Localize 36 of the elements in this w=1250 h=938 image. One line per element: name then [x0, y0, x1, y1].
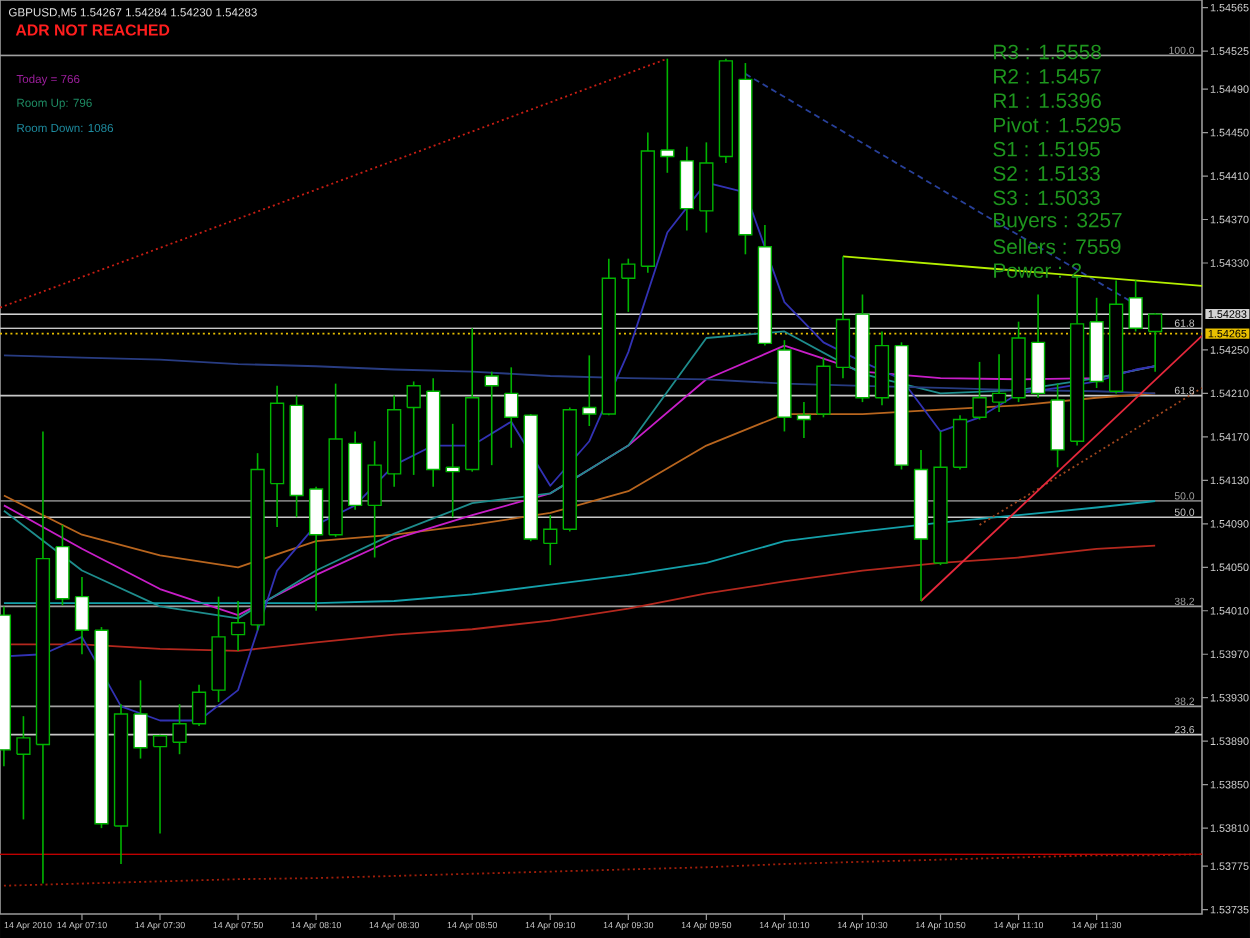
candlestick — [230, 600, 246, 652]
candlestick — [308, 486, 324, 612]
candlestick — [835, 255, 851, 379]
candlestick — [952, 414, 968, 471]
candlestick — [16, 715, 31, 821]
annotation: S2 : 1.5133 — [993, 166, 1100, 181]
candlestick — [172, 703, 187, 756]
annotation: S1 : 1.5195 — [993, 141, 1100, 157]
candlestick — [543, 514, 558, 566]
candlestick — [191, 683, 207, 727]
candlestick — [406, 380, 421, 476]
line-series — [3, 392, 1157, 569]
candlestick — [816, 356, 831, 419]
candlestick — [504, 366, 519, 449]
annotation: R2 : 1.5457 — [994, 68, 1101, 84]
candlestick — [1128, 279, 1143, 333]
candlestick — [796, 401, 812, 439]
candlestick — [679, 145, 694, 232]
candlestick — [582, 354, 597, 427]
annotation: Pivot : 1.5295 — [994, 117, 1121, 133]
candlestick — [74, 576, 90, 656]
candlestick — [1148, 312, 1163, 373]
annotation: Sellers : 7559 — [993, 238, 1121, 255]
candlestick — [991, 353, 1007, 413]
candlestick — [660, 57, 675, 174]
annotation: Buyers : 3257 — [994, 212, 1122, 232]
candlestick — [484, 370, 499, 466]
annotation: S3 : 1.5033 — [993, 190, 1100, 206]
candlestick — [621, 257, 636, 313]
candlestick — [133, 679, 148, 760]
candlestick — [152, 733, 168, 835]
candlestick — [699, 141, 714, 234]
candlestick — [972, 361, 987, 421]
annotation: R1 : 1.5396 — [994, 93, 1101, 108]
line-series — [3, 354, 1157, 395]
candlestick — [367, 440, 382, 559]
